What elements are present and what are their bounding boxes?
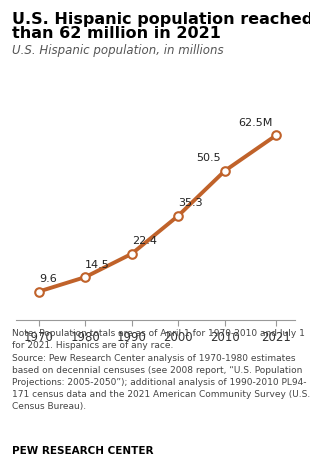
Text: 50.5: 50.5 bbox=[197, 154, 221, 163]
Text: Note: Population totals are as of April 1 for 1970-2010 and July 1
for 2021. His: Note: Population totals are as of April … bbox=[12, 329, 310, 411]
Point bbox=[273, 132, 278, 139]
Text: than 62 million in 2021: than 62 million in 2021 bbox=[12, 26, 221, 41]
Text: 35.3: 35.3 bbox=[178, 198, 203, 208]
Point bbox=[36, 288, 41, 295]
Point bbox=[176, 212, 181, 219]
Text: 9.6: 9.6 bbox=[39, 274, 56, 284]
Point bbox=[222, 167, 227, 175]
Text: 62.5M: 62.5M bbox=[238, 118, 272, 128]
Text: 22.4: 22.4 bbox=[132, 236, 157, 247]
Point bbox=[83, 273, 88, 281]
Text: U.S. Hispanic population reached more: U.S. Hispanic population reached more bbox=[12, 12, 310, 27]
Text: U.S. Hispanic population, in millions: U.S. Hispanic population, in millions bbox=[12, 44, 224, 57]
Text: 14.5: 14.5 bbox=[85, 260, 110, 270]
Text: PEW RESEARCH CENTER: PEW RESEARCH CENTER bbox=[12, 446, 154, 456]
Point bbox=[129, 250, 134, 257]
